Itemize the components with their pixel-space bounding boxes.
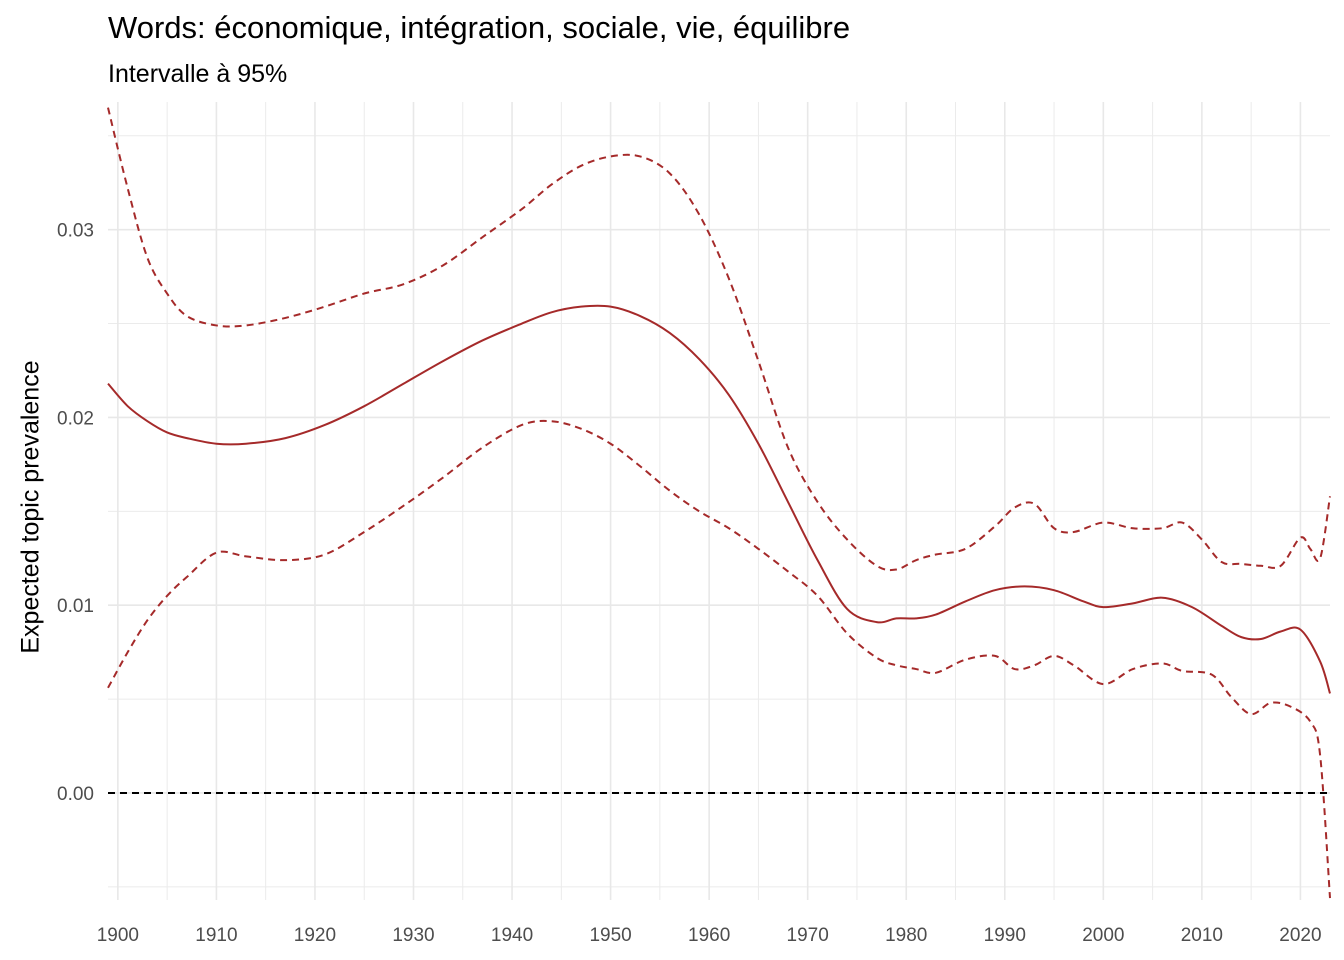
x-tick-label: 1900 [97, 925, 139, 946]
series-lower-95 [107, 419, 1331, 899]
grid-minor [108, 102, 1330, 900]
x-tick-label: 2010 [1181, 925, 1223, 946]
x-tick-label: 2000 [1082, 925, 1124, 946]
x-tick-label: 1990 [984, 925, 1026, 946]
y-tick-label: 0.00 [57, 784, 94, 805]
x-tick-label: 1920 [294, 925, 336, 946]
x-tick-label: 1940 [491, 925, 533, 946]
x-tick-label: 1930 [392, 925, 434, 946]
x-tick-label: 1950 [589, 925, 631, 946]
chart-title: Words: économique, intégration, sociale,… [108, 10, 851, 45]
x-tick-label: 2020 [1279, 925, 1321, 946]
x-tick-label: 1910 [195, 925, 237, 946]
x-tick-label: 1960 [688, 925, 730, 946]
y-tick-label: 0.03 [57, 221, 94, 242]
series-upper-95 [107, 107, 1331, 572]
x-tick-labels: 1900 1910 1920 1930 1940 1950 1960 1970 1980 1990… [97, 925, 1322, 946]
grid-major [108, 102, 1330, 900]
x-tick-label: 1970 [787, 925, 829, 946]
y-tick-label: 0.02 [57, 408, 94, 429]
chart-subtitle: Intervalle à 95% [108, 60, 288, 88]
x-tick-label: 1980 [885, 925, 927, 946]
y-tick-labels: 0.00 0.01 0.02 0.03 [57, 221, 94, 805]
y-tick-label: 0.01 [57, 596, 94, 617]
series-layer [107, 107, 1331, 899]
series-estimate [107, 304, 1331, 694]
